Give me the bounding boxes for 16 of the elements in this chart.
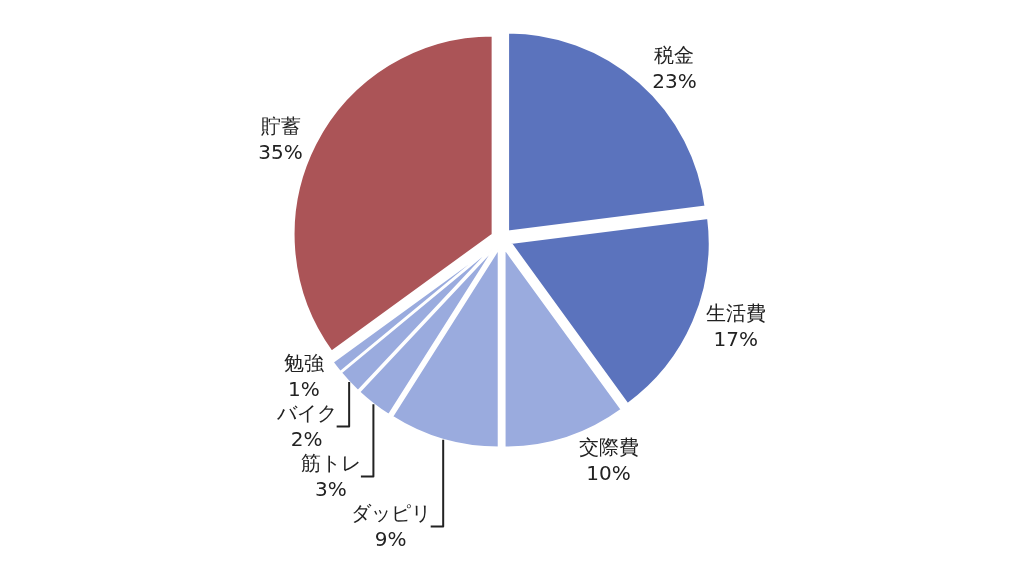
slice-label: ダッピリ bbox=[350, 501, 431, 526]
data-label: 2% bbox=[290, 427, 323, 452]
data-label: 35% bbox=[258, 139, 303, 164]
data-label: 10% bbox=[586, 461, 631, 486]
slice-label: 生活費 bbox=[705, 300, 766, 325]
data-label: 17% bbox=[713, 326, 759, 351]
slice-label: 勉強 bbox=[283, 351, 324, 376]
slice-label: 税金 bbox=[654, 43, 695, 68]
data-label: 9% bbox=[374, 527, 407, 552]
data-label: 23% bbox=[652, 69, 697, 94]
slice-label: バイク bbox=[275, 401, 337, 426]
slice-label: 交際費 bbox=[578, 435, 639, 460]
data-label: 3% bbox=[315, 477, 347, 502]
data-label: 1% bbox=[287, 377, 320, 402]
slice-label: 筋トレ bbox=[300, 451, 361, 476]
slice-label: 貯蓄 bbox=[260, 113, 301, 138]
